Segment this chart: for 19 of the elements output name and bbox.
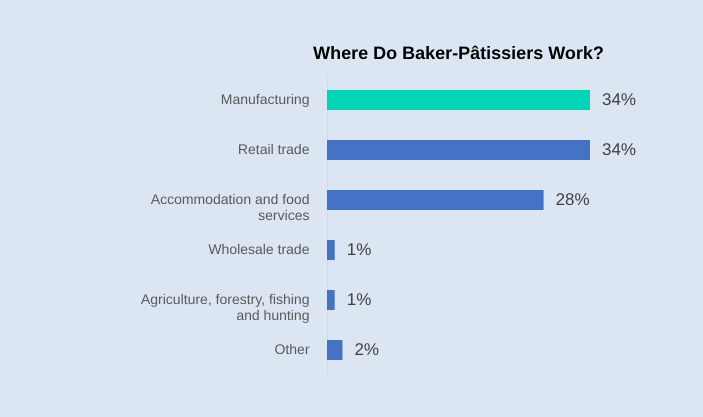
- y-tick-label: Other: [274, 341, 310, 357]
- y-tick-label: Accommodation and food services: [150, 191, 310, 223]
- data-label: 1%: [346, 240, 372, 259]
- data-label: 2%: [354, 340, 380, 359]
- bar: [327, 240, 335, 260]
- y-tick-label: Wholesale trade: [208, 241, 310, 257]
- y-tick-label: Manufacturing: [220, 91, 310, 107]
- chart-title: Where Do Baker-Pâtissiers Work?: [313, 43, 604, 63]
- bar: [327, 90, 590, 110]
- y-tick-label: Retail trade: [238, 141, 310, 157]
- data-label: 34%: [602, 140, 636, 159]
- bar: [327, 340, 342, 360]
- bar: [327, 190, 544, 210]
- bar: [327, 290, 335, 310]
- y-tick-label: Agriculture, forestry, fishing and hunting: [140, 291, 310, 323]
- bar: [327, 140, 590, 160]
- data-label: 28%: [556, 190, 590, 209]
- data-label: 34%: [602, 90, 636, 109]
- data-label: 1%: [346, 290, 372, 309]
